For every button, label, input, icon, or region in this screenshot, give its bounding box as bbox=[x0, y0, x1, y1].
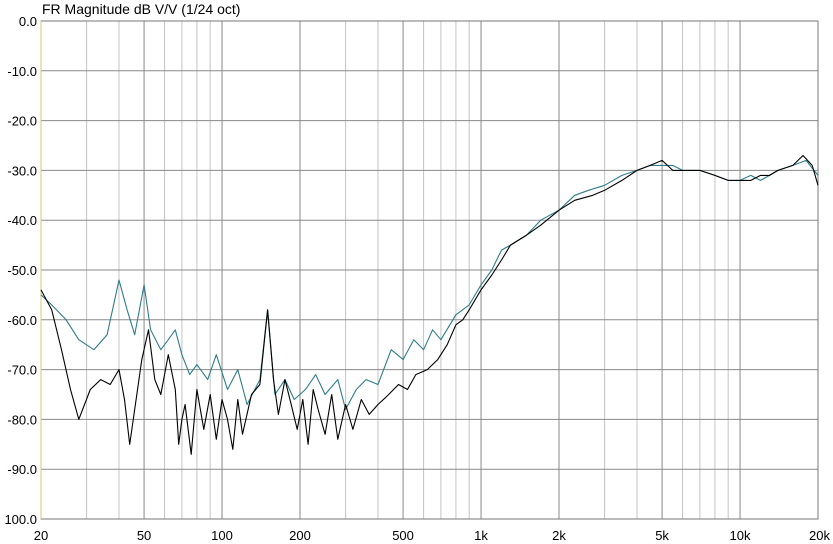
chart-title: FR Magnitude dB V/V (1/24 oct) bbox=[42, 1, 240, 17]
x-tick-label: 20 bbox=[34, 528, 48, 543]
x-tick-label: 20k bbox=[809, 528, 830, 543]
chart-tick-labels: 0.0 -10.0 -20.0 -30.0 -40.0 -50.0 -60.0 -70.0 -8… bbox=[4, 14, 830, 543]
y-tick-label: -20.0 bbox=[7, 114, 37, 129]
y-tick-label: -90.0 bbox=[7, 462, 37, 477]
x-tick-label: 1k bbox=[474, 528, 488, 543]
y-tick-label: -50.0 bbox=[7, 263, 37, 278]
x-tick-label: 200 bbox=[289, 528, 311, 543]
x-tick-label: 10k bbox=[730, 528, 751, 543]
series-line-1 bbox=[40, 159, 819, 410]
y-tick-label: 0.0 bbox=[19, 14, 37, 29]
chart-series bbox=[40, 154, 819, 455]
x-tick-label: 100 bbox=[211, 528, 233, 543]
y-tick-label: -30.0 bbox=[7, 163, 37, 178]
x-tick-label: 2k bbox=[552, 528, 566, 543]
y-tick-label: -60.0 bbox=[7, 313, 37, 328]
y-tick-label: -10.0 bbox=[7, 64, 37, 79]
y-tick-label: -70.0 bbox=[7, 363, 37, 378]
x-tick-label: 500 bbox=[392, 528, 414, 543]
y-tick-label: 100.0 bbox=[4, 512, 37, 527]
series-line-2 bbox=[40, 154, 819, 455]
y-tick-label: -40.0 bbox=[7, 213, 37, 228]
x-tick-label: 5k bbox=[655, 528, 669, 543]
chart-grid bbox=[40, 20, 819, 520]
y-tick-label: -80.0 bbox=[7, 412, 37, 427]
x-tick-label: 50 bbox=[137, 528, 151, 543]
